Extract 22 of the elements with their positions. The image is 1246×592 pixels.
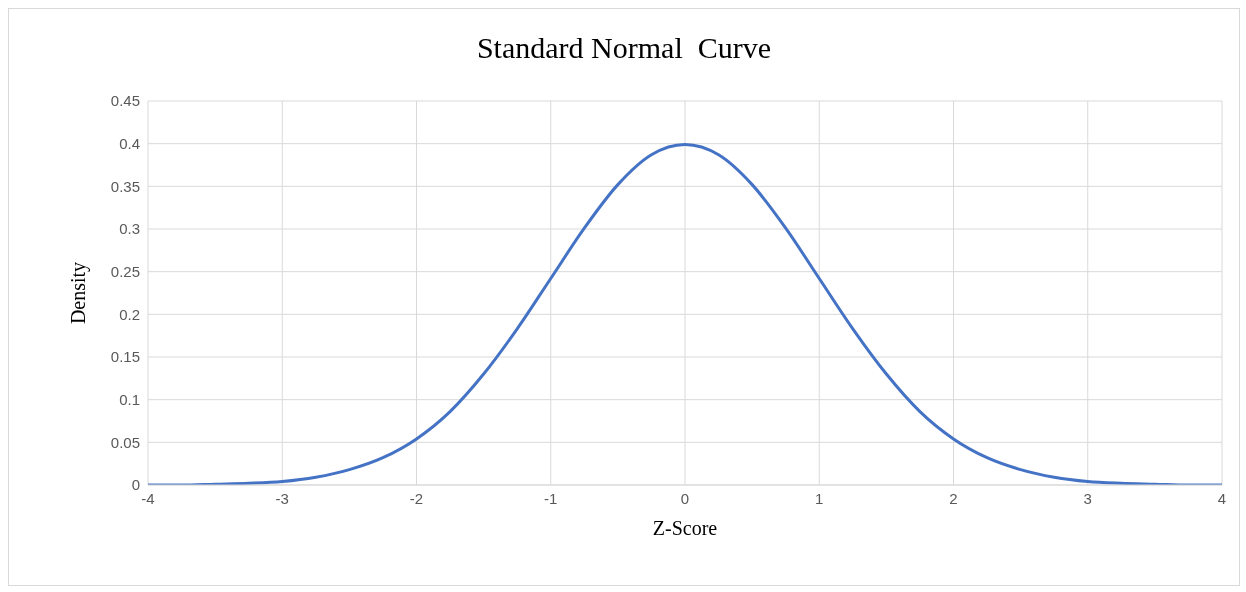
x-axis-title: Z-Score (652, 517, 718, 539)
y-tick-label: 0.45 (110, 92, 140, 110)
y-tick-label: 0.4 (119, 134, 140, 152)
y-axis-title: Density (67, 261, 91, 325)
x-tick-label: -2 (409, 489, 424, 507)
y-tick-label: 0 (131, 476, 140, 494)
x-tick-label: 1 (815, 489, 824, 507)
x-tick-label: -4 (141, 489, 155, 507)
x-tick-label: 2 (949, 489, 958, 507)
y-tick-label: 0.05 (110, 433, 140, 451)
y-tick-label: 0.25 (110, 262, 140, 280)
y-tick-label: 0.3 (119, 220, 140, 238)
x-tick-label: 4 (1217, 489, 1227, 507)
x-tick-label: 0 (680, 489, 690, 507)
y-tick-label: 0.15 (110, 348, 140, 366)
x-tick-label: 3 (1083, 489, 1092, 507)
x-tick-label: -1 (544, 489, 558, 507)
y-tick-label: 0.1 (119, 390, 140, 408)
chart-title: Standard Normal Curve (475, 31, 773, 65)
x-tick-label: -3 (275, 489, 289, 507)
y-tick-label: 0.2 (119, 305, 140, 323)
y-tick-label: 0.35 (110, 177, 140, 195)
